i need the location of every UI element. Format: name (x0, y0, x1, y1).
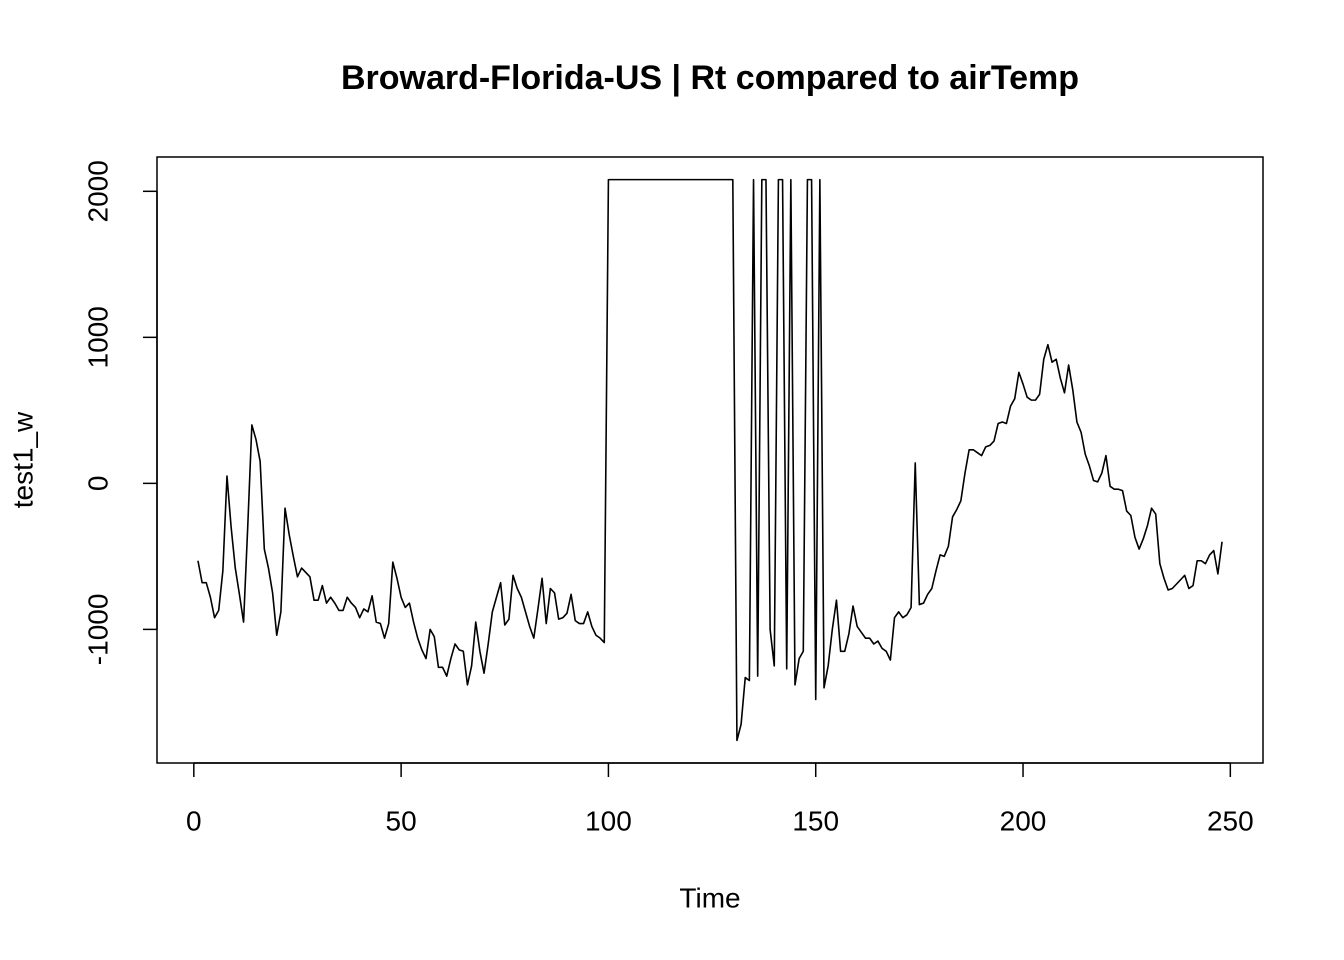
plot-box (156, 156, 1264, 764)
data-line (197, 178, 1223, 742)
x-tick-label: 50 (386, 805, 417, 836)
y-tick-label: 0 (82, 476, 113, 492)
chart-title: Broward-Florida-US | Rt compared to airT… (341, 59, 1079, 97)
x-tick-label: 0 (186, 805, 202, 836)
y-tick-label: 2000 (82, 160, 113, 222)
y-tick-label: 1000 (82, 306, 113, 368)
x-tick-label: 150 (792, 805, 839, 836)
x-axis-title: Time (679, 882, 740, 913)
x-tick-label: 200 (1000, 805, 1047, 836)
x-tick-label: 250 (1207, 805, 1254, 836)
x-tick-label: 100 (585, 805, 632, 836)
y-tick-label: -1000 (82, 594, 113, 666)
y-axis-title: test1_w (7, 411, 38, 508)
